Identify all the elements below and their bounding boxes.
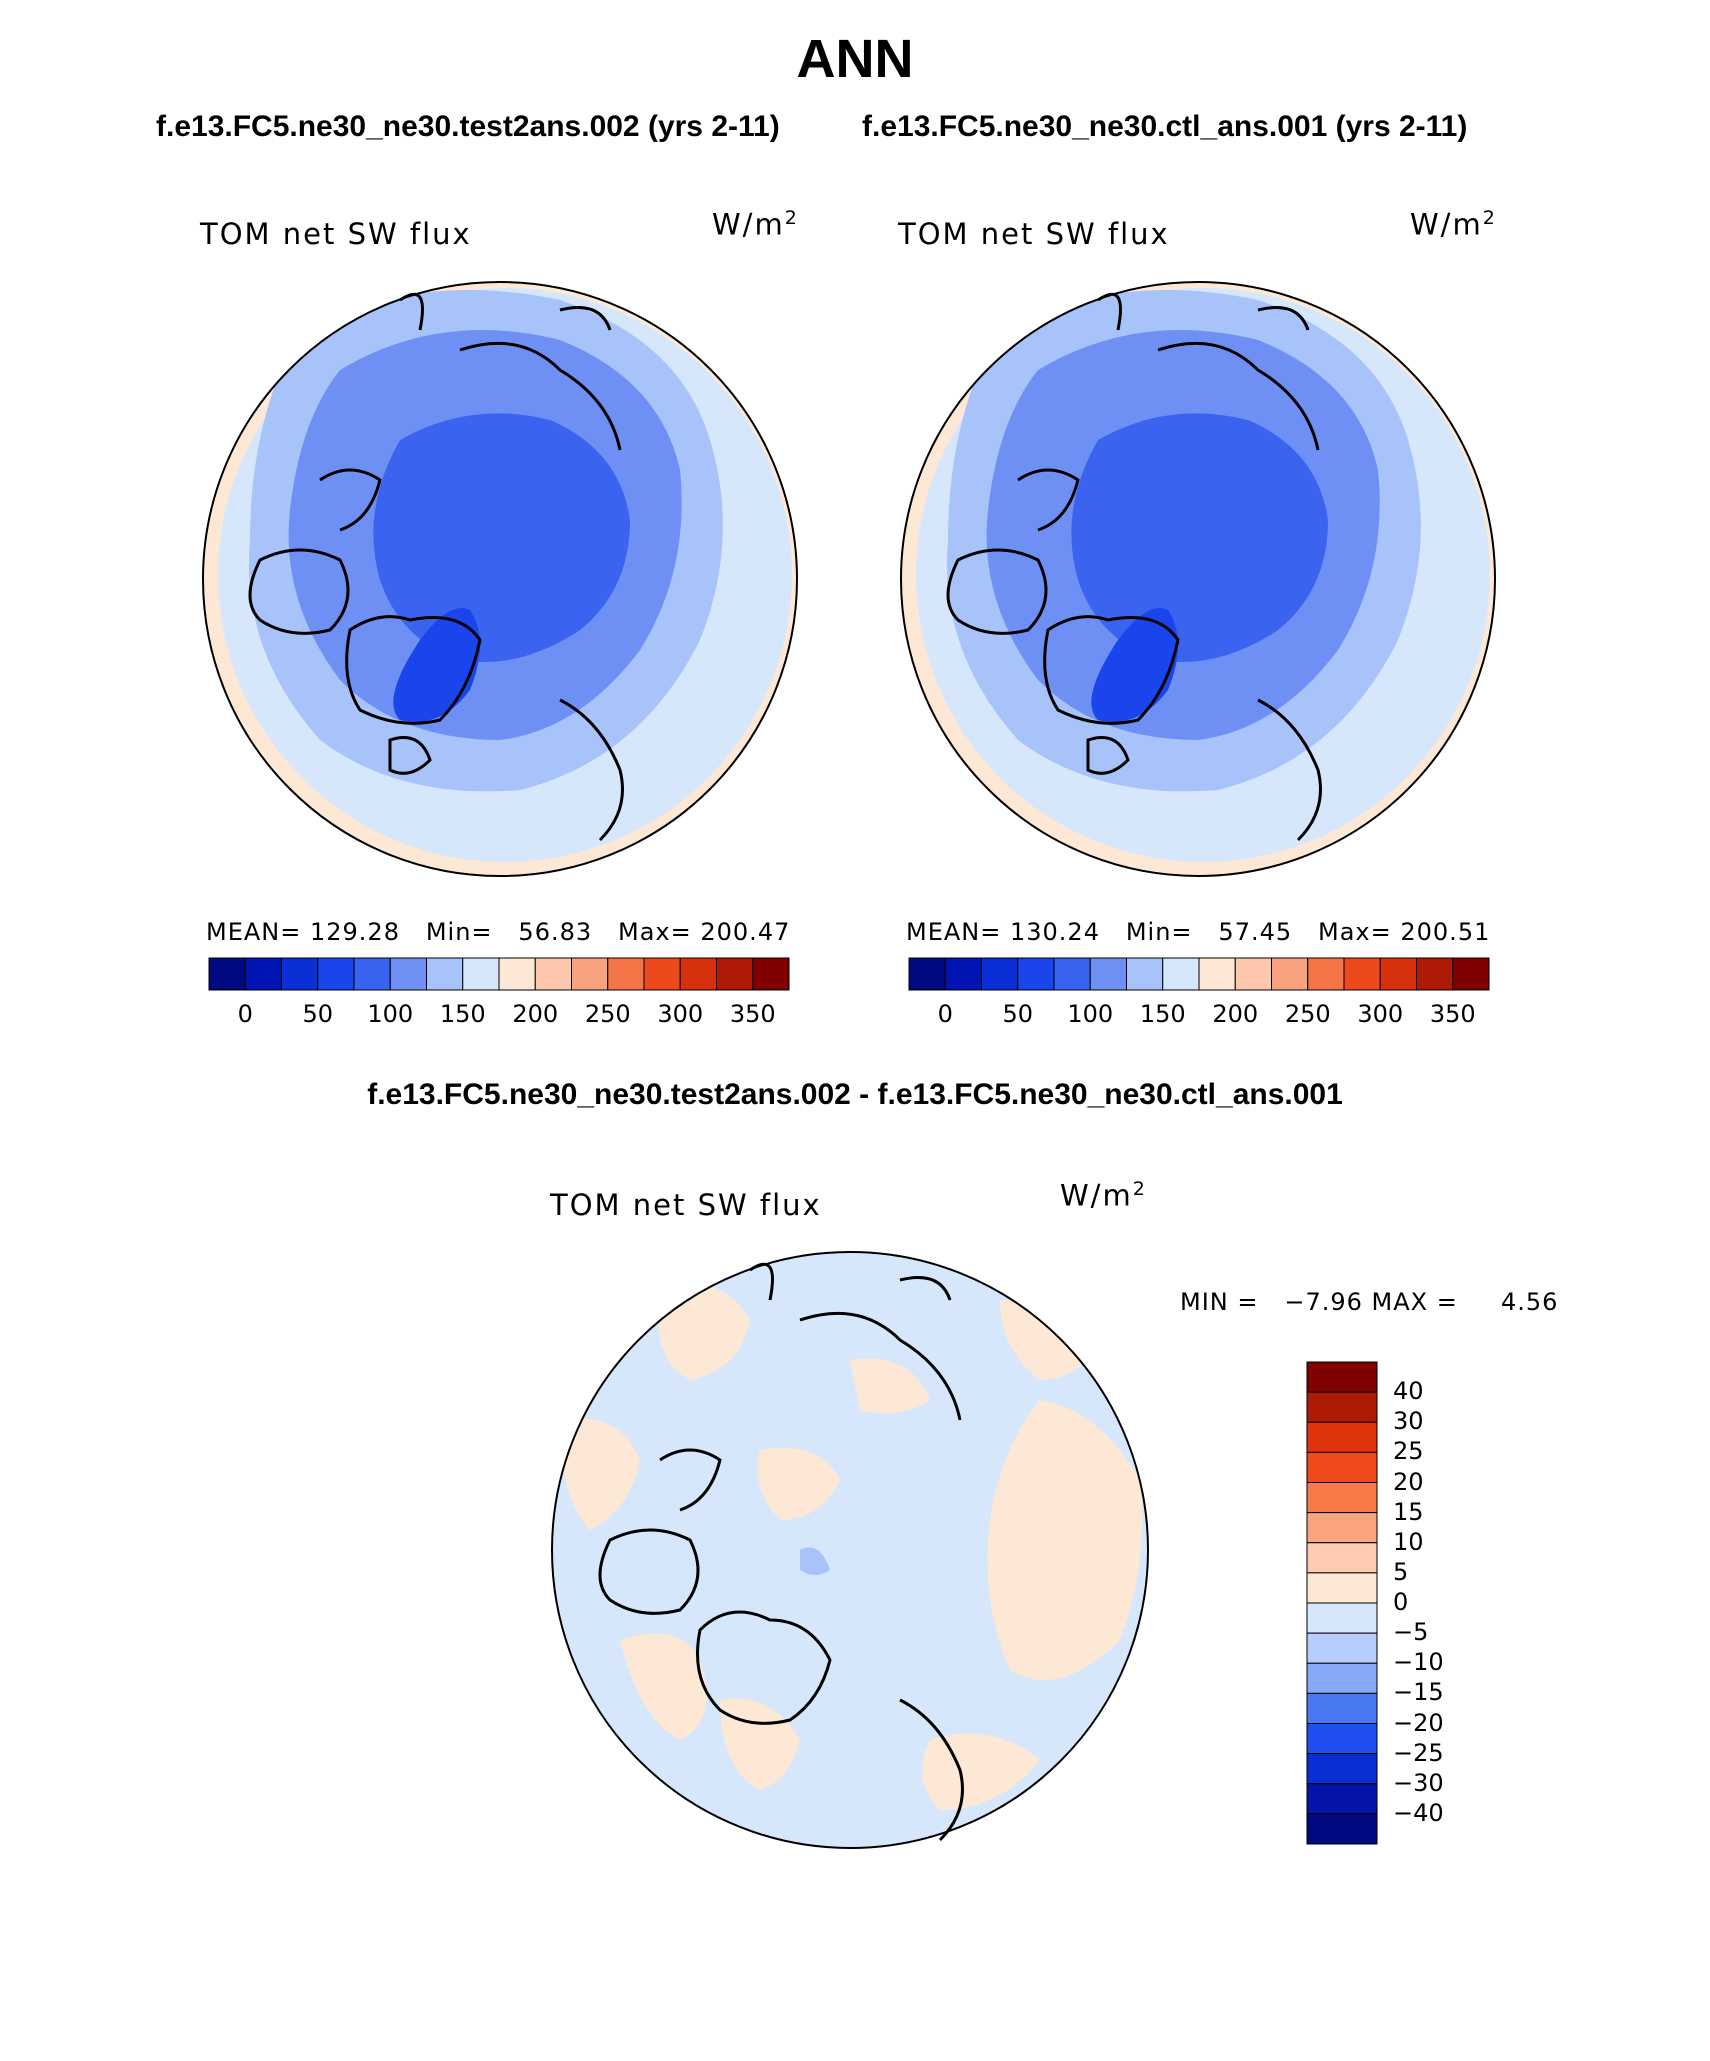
panel-2-map-border bbox=[900, 281, 1496, 877]
colorbar-tick-label: 250 bbox=[1284, 1000, 1331, 1028]
colorbar-swatch bbox=[1306, 1542, 1378, 1574]
panel-2-field-label: TOM net SW flux bbox=[898, 217, 1170, 251]
colorbar-swatch bbox=[498, 957, 536, 991]
colorbar-swatch bbox=[389, 957, 427, 991]
colorbar-tick-label: 15 bbox=[1393, 1497, 1424, 1526]
colorbar-swatch bbox=[1053, 957, 1091, 991]
colorbar-swatch bbox=[1379, 957, 1417, 991]
colorbar-swatch bbox=[1162, 957, 1200, 991]
colorbar-swatch bbox=[1198, 957, 1236, 991]
colorbar-tick-label: 150 bbox=[1139, 1000, 1186, 1028]
main-title: ANN bbox=[796, 29, 914, 89]
colorbar-swatch bbox=[944, 957, 982, 991]
colorbar-swatch bbox=[1306, 1632, 1378, 1664]
colorbar-swatch bbox=[1126, 957, 1164, 991]
colorbar-tick-label: 0 bbox=[237, 1000, 253, 1028]
colorbar-swatch bbox=[534, 957, 572, 991]
colorbar-swatch bbox=[1306, 1421, 1378, 1453]
colorbar-tick-label: 200 bbox=[1212, 1000, 1259, 1028]
colorbar-swatch bbox=[1452, 957, 1490, 991]
difference-colorbar bbox=[1306, 1361, 1378, 1845]
panel-2-subtitle: f.e13.FC5.ne30_ne30.ctl_ans.001 (yrs 2-1… bbox=[862, 110, 1468, 143]
colorbar-tick-label: 300 bbox=[1357, 1000, 1404, 1028]
colorbar-swatch bbox=[1306, 1572, 1378, 1604]
colorbar-swatch bbox=[317, 957, 355, 991]
colorbar-tick-label: −30 bbox=[1393, 1768, 1444, 1797]
colorbar-swatch bbox=[571, 957, 609, 991]
colorbar-swatch bbox=[1343, 957, 1381, 991]
colorbar-tick-label: −25 bbox=[1393, 1738, 1444, 1767]
colorbar-tick-label: −10 bbox=[1393, 1648, 1444, 1677]
colorbar-tick-label: 200 bbox=[512, 1000, 559, 1028]
colorbar-tick-label: −40 bbox=[1393, 1798, 1444, 1827]
colorbar-swatch bbox=[679, 957, 717, 991]
panel-2-stats: MEAN= 130.24 Min= 57.45 Max= 200.51 bbox=[906, 918, 1491, 946]
colorbar-swatch bbox=[1306, 1512, 1378, 1544]
colorbar-tick-label: 350 bbox=[729, 1000, 776, 1028]
panel-1-map-border bbox=[202, 281, 798, 877]
colorbar-tick-label: 250 bbox=[584, 1000, 631, 1028]
colorbar-swatch bbox=[1306, 1723, 1378, 1755]
colorbar-swatch bbox=[643, 957, 681, 991]
colorbar-tick-label: 20 bbox=[1393, 1467, 1424, 1496]
colorbar-swatch bbox=[1306, 1662, 1378, 1694]
difference-stats: MIN = −7.96 MAX = 4.56 bbox=[1180, 1288, 1559, 1316]
colorbar-swatch bbox=[1306, 1391, 1378, 1423]
colorbar-tick-label: −5 bbox=[1393, 1618, 1429, 1647]
colorbar-tick-label: 30 bbox=[1393, 1407, 1424, 1436]
colorbar-tick-label: 300 bbox=[657, 1000, 704, 1028]
colorbar-swatch bbox=[1416, 957, 1454, 991]
colorbar-tick-label: 0 bbox=[1393, 1588, 1409, 1616]
colorbar-swatch bbox=[1306, 1753, 1378, 1785]
panel-1-field-label: TOM net SW flux bbox=[200, 217, 472, 251]
colorbar-swatch bbox=[244, 957, 282, 991]
colorbar-tick-label: 5 bbox=[1393, 1557, 1409, 1586]
colorbar-swatch bbox=[281, 957, 319, 991]
colorbar-tick-label: 10 bbox=[1393, 1527, 1424, 1556]
colorbar-swatch bbox=[1017, 957, 1055, 991]
panel-1-stats: MEAN= 129.28 Min= 56.83 Max= 200.47 bbox=[206, 918, 791, 946]
panel-2-units: W/m2 bbox=[1410, 207, 1497, 242]
colorbar-swatch bbox=[208, 957, 246, 991]
difference-field-label: TOM net SW flux bbox=[550, 1188, 822, 1222]
panel-2-colorbar bbox=[908, 957, 1490, 991]
colorbar-tick-label: 100 bbox=[1067, 1000, 1114, 1028]
panel-1-subtitle: f.e13.FC5.ne30_ne30.test2ans.002 (yrs 2-… bbox=[156, 110, 780, 143]
colorbar-swatch bbox=[1306, 1602, 1378, 1634]
difference-units: W/m2 bbox=[1060, 1178, 1147, 1213]
difference-map-border bbox=[551, 1251, 1149, 1849]
difference-title: f.e13.FC5.ne30_ne30.test2ans.002 - f.e13… bbox=[367, 1078, 1343, 1111]
panel-1-units: W/m2 bbox=[712, 207, 799, 242]
colorbar-swatch bbox=[607, 957, 645, 991]
colorbar-tick-label: 0 bbox=[937, 1000, 953, 1028]
colorbar-swatch bbox=[1306, 1361, 1378, 1393]
colorbar-swatch bbox=[426, 957, 464, 991]
panel-1-colorbar bbox=[208, 957, 790, 991]
colorbar-swatch bbox=[1307, 957, 1345, 991]
colorbar-tick-label: 40 bbox=[1393, 1377, 1424, 1406]
colorbar-swatch bbox=[1234, 957, 1272, 991]
colorbar-tick-label: 350 bbox=[1429, 1000, 1476, 1028]
colorbar-swatch bbox=[908, 957, 946, 991]
colorbar-swatch bbox=[1271, 957, 1309, 991]
colorbar-tick-label: −15 bbox=[1393, 1678, 1444, 1707]
colorbar-swatch bbox=[1306, 1813, 1378, 1845]
colorbar-swatch bbox=[752, 957, 790, 991]
colorbar-swatch bbox=[353, 957, 391, 991]
colorbar-swatch bbox=[1306, 1692, 1378, 1724]
colorbar-tick-label: 150 bbox=[439, 1000, 486, 1028]
colorbar-tick-label: 100 bbox=[367, 1000, 414, 1028]
colorbar-swatch bbox=[1089, 957, 1127, 991]
colorbar-tick-label: 25 bbox=[1393, 1437, 1424, 1466]
colorbar-swatch bbox=[1306, 1482, 1378, 1514]
colorbar-tick-label: −20 bbox=[1393, 1708, 1444, 1737]
colorbar-swatch bbox=[1306, 1783, 1378, 1815]
colorbar-tick-label: 50 bbox=[1002, 1000, 1034, 1028]
colorbar-swatch bbox=[1306, 1451, 1378, 1483]
colorbar-tick-label: 50 bbox=[302, 1000, 334, 1028]
